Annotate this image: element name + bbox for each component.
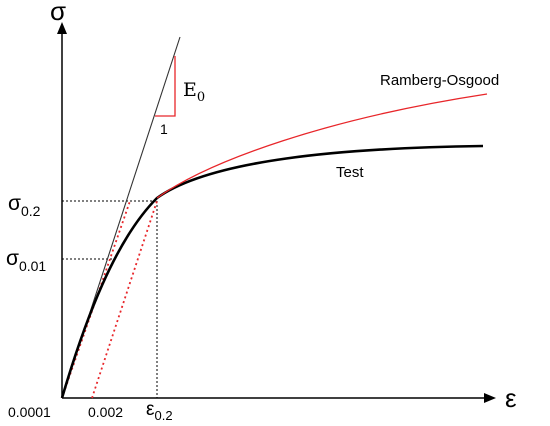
modulus-slope-triangle — [155, 56, 176, 117]
strain-tick-0002: 0.002 — [88, 404, 123, 420]
y-axis-arrow-icon — [57, 22, 67, 34]
test-curve — [60, 144, 484, 399]
sigma-02-base: σ — [8, 192, 21, 215]
eps-02-sub: 0.2 — [154, 408, 172, 423]
eps-02-label: ε0.2 — [146, 399, 173, 423]
strain-tick-0001: 0.0001 — [8, 404, 51, 420]
x-axis-label: ε — [505, 383, 517, 413]
slope-run-label: 1 — [160, 121, 168, 137]
ramberg-osgood-label: Ramberg-Osgood — [380, 72, 499, 89]
sigma-02-sub: 0.2 — [21, 203, 41, 219]
x-axis-arrow-icon — [484, 393, 496, 403]
eps-02-base: ε — [146, 399, 155, 420]
sigma-001-base: σ — [6, 247, 19, 270]
offset-line-0002 — [91, 200, 158, 399]
modulus-base: E — [183, 79, 197, 101]
modulus-sub: 0 — [197, 90, 205, 105]
sigma-001-label: σ0.01 — [6, 247, 46, 274]
ramberg-osgood-curve — [156, 93, 488, 199]
modulus-label: E0 — [183, 79, 205, 105]
sigma-02-label: σ0.2 — [8, 192, 41, 219]
y-axis-label: σ — [50, 0, 66, 26]
sigma-001-sub: 0.01 — [19, 258, 46, 274]
test-label: Test — [336, 164, 364, 181]
